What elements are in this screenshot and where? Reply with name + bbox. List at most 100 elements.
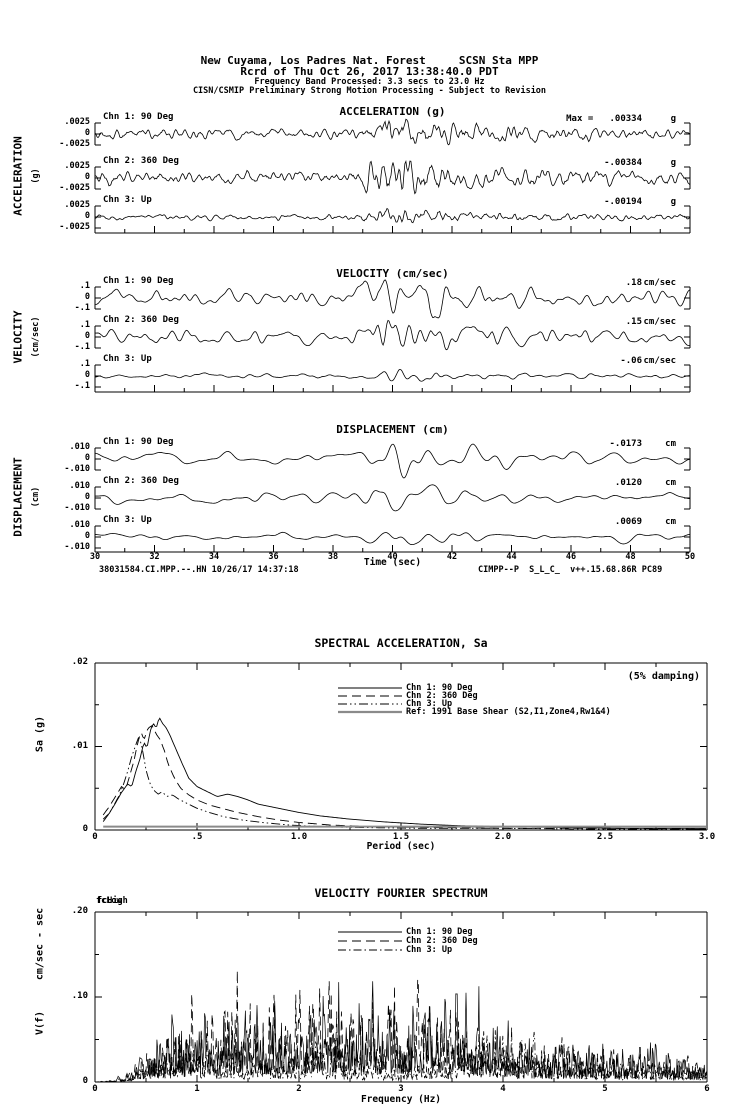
x-tick-label: 40 (387, 552, 398, 562)
y-tick-label: -.0025 (59, 183, 90, 193)
y-tick-label: -.010 (64, 464, 90, 474)
displacement-time-series-trace-2 (94, 484, 691, 512)
channel-label: Chn 2: 360 Deg (103, 156, 179, 166)
sa-legend-label: Ref: 1991 Base Shear (S2,I1,Zone4,Rw1&4) (406, 707, 611, 717)
fourier-chart-title: VELOCITY FOURIER SPECTRUM (314, 886, 488, 900)
processing-code-footer: CIMPP--P S_L_C_ v++.15.68.86R PC89 (478, 565, 663, 575)
y-tick-label: 0 (84, 370, 90, 380)
velocity-time-series-trace-1 (94, 279, 691, 319)
y-tick-label: -.010 (64, 503, 90, 513)
frequency-band-note: Frequency Band Processed: 3.3 secs to 23… (254, 77, 485, 87)
y-tick-label: .010 (69, 520, 90, 530)
velocity-panel-title: VELOCITY (cm/sec) (336, 267, 449, 280)
y-tick-label: -.1 (74, 381, 90, 391)
y-tick-label: .0025 (64, 161, 90, 171)
peak-unit-label: cm/sec (643, 317, 676, 327)
sa-y-tick-label: .01 (71, 740, 88, 751)
peak-unit-label: cm/sec (643, 278, 676, 288)
channel-label: Chn 2: 360 Deg (103, 476, 179, 486)
channel-label: Chn 3: Up (103, 354, 152, 364)
fourier-y-tick-label: .20 (71, 906, 88, 916)
fourier-series-1 (94, 981, 708, 1083)
y-tick-label: .010 (69, 481, 90, 491)
fourier-x-tick-label: 1 (194, 1084, 200, 1094)
fourier-y-tick-label: 0 (82, 1076, 88, 1086)
y-tick-label: .0025 (64, 200, 90, 210)
channel-label: Chn 1: 90 Deg (103, 276, 174, 286)
sa-x-tick-label: 2.5 (596, 832, 614, 842)
sa-series-3 (102, 736, 706, 830)
sa-y-tick-label: .02 (71, 657, 88, 667)
peak-value-label: -.00194 (604, 197, 642, 207)
y-tick-label: -.0025 (59, 222, 90, 232)
velocity-y-axis-label: VELOCITY (11, 310, 25, 364)
sa-x-tick-label: 0 (92, 832, 98, 842)
fourier-x-tick-label: 0 (92, 1084, 98, 1094)
y-tick-label: .010 (69, 442, 90, 452)
peak-unit-label: cm (665, 478, 676, 488)
y-tick-label: 0 (84, 531, 90, 541)
acceleration-time-series-trace-2 (94, 160, 691, 195)
fourier-legend-label: Chn 1: 90 Deg (406, 927, 473, 937)
sa-series-2 (102, 724, 707, 830)
peak-unit-label: cm (665, 517, 676, 527)
sa-series-1 (102, 717, 706, 829)
y-tick-label: 0 (84, 331, 90, 341)
y-tick-label: 0 (84, 128, 90, 138)
x-tick-label: 32 (149, 552, 160, 562)
peak-unit-label: cm/sec (643, 356, 676, 366)
acceleration-time-series-trace-3 (94, 207, 691, 224)
sa-x-tick-label: 1.0 (290, 832, 308, 842)
channel-label: Chn 3: Up (103, 515, 152, 525)
sa-y-tick-label: 0 (82, 824, 88, 834)
fourier-x-tick-label: 3 (398, 1084, 404, 1094)
fc-high-corner-label: fcHigh (97, 896, 128, 906)
fourier-series-2 (94, 970, 708, 1083)
sa-x-tick-label: 2.0 (494, 832, 512, 842)
peak-value-label: -.0173 (609, 439, 642, 449)
peak-value-label: -.06 (620, 356, 642, 366)
y-tick-label: 0 (84, 492, 90, 502)
y-tick-label: -.1 (74, 342, 90, 352)
fc-low-corner-label: fcLow (96, 896, 122, 906)
acceleration-time-series-trace-1 (94, 118, 691, 146)
sa-chart-title: SPECTRAL ACCELERATION, Sa (314, 636, 488, 650)
sa-x-tick-label: 1.5 (392, 832, 410, 842)
displacement-panel-title: DISPLACEMENT (cm) (336, 423, 449, 436)
x-tick-label: 30 (89, 552, 101, 562)
x-tick-label: 34 (208, 552, 220, 562)
y-tick-label: -.1 (74, 303, 90, 313)
y-tick-label: .1 (79, 320, 90, 330)
sa-x-axis-label: Period (sec) (366, 841, 436, 852)
fourier-x-tick-label: 6 (704, 1084, 710, 1094)
record-id-footer: 38031584.CI.MPP.--.HN 10/26/17 14:37:18 (99, 565, 299, 575)
peak-unit-label: g (670, 114, 676, 124)
peak-value-label: .18 (625, 278, 642, 288)
y-tick-label: .1 (79, 281, 90, 291)
peak-unit-label: g (670, 197, 676, 207)
fourier-y-axis-units: cm/sec - sec (34, 907, 46, 981)
x-tick-label: 36 (268, 552, 279, 562)
y-tick-label: 0 (84, 211, 90, 221)
sa-legend-label: Chn 2: 360 Deg (406, 691, 478, 701)
y-tick-label: -.0025 (59, 139, 90, 149)
velocity-y-axis-units: (cm/sec) (31, 316, 41, 358)
displacement-time-series-trace-3 (94, 531, 691, 545)
acceleration-panel-title: ACCELERATION (g) (339, 105, 446, 118)
fourier-y-tick-label: .10 (71, 991, 88, 1001)
fourier-x-tick-label: 5 (602, 1084, 608, 1094)
record-station-title: New Cuyama, Los Padres Nat. Forest SCSN … (200, 54, 539, 67)
y-tick-label: .0025 (64, 117, 90, 127)
y-tick-label: -.010 (64, 542, 90, 552)
processing-disclaimer: CISN/CSMIP Preliminary Strong Motion Pro… (192, 86, 547, 96)
velocity-time-series-trace-2 (94, 319, 691, 351)
channel-label: Chn 1: 90 Deg (103, 112, 174, 122)
peak-unit-label: g (670, 158, 676, 168)
time-axis-label: Time (sec) (363, 557, 422, 568)
fourier-x-tick-label: 2 (296, 1084, 302, 1094)
displacement-time-series-trace-1 (94, 443, 691, 479)
fourier-x-tick-label: 4 (500, 1084, 506, 1094)
x-tick-label: 50 (684, 552, 696, 562)
